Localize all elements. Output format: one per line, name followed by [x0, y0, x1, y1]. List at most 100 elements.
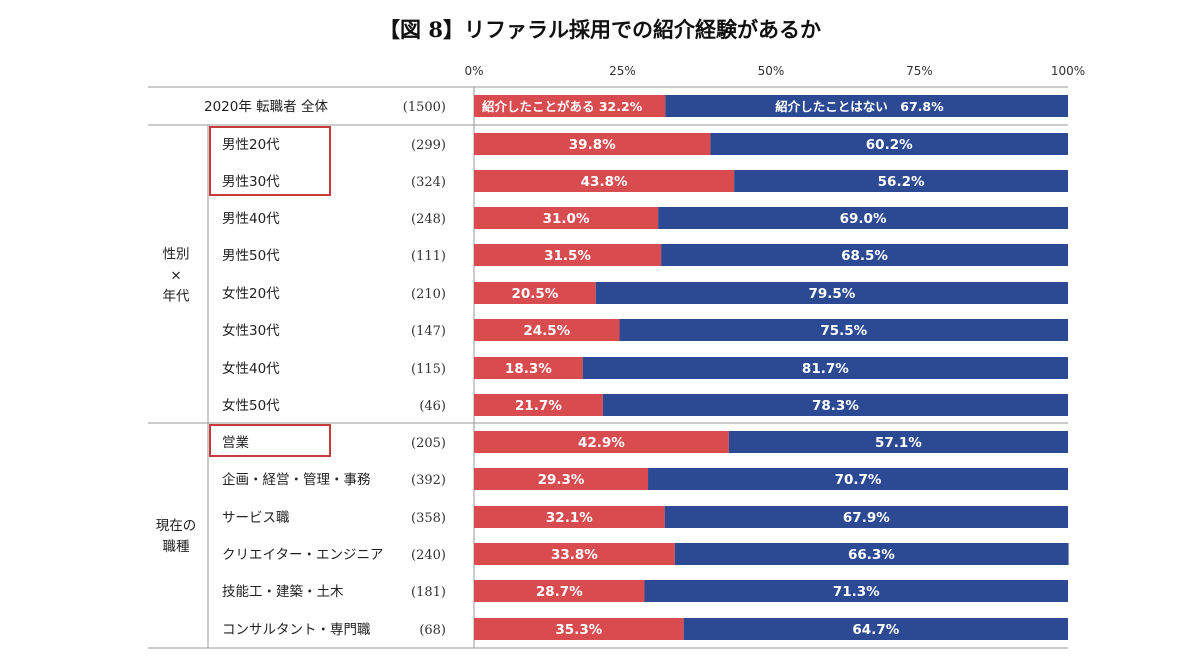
bar-introduced — [474, 618, 684, 640]
bar-value-label: 68.5% — [841, 248, 888, 264]
bar-not-introduced — [648, 468, 1068, 490]
sample-count: (68) — [419, 623, 446, 638]
sample-count: (46) — [419, 399, 446, 414]
bar-not-introduced — [644, 580, 1068, 602]
row-label: 女性40代 — [222, 360, 280, 377]
bar-value-label: 33.8% — [551, 547, 598, 563]
x-tick-label: 75% — [906, 64, 933, 78]
bar-introduced — [474, 319, 620, 341]
bar-value-label: 78.3% — [812, 398, 859, 414]
x-tick-label: 100% — [1051, 64, 1085, 78]
row-label: 女性20代 — [222, 285, 280, 302]
row-label: 男性30代 — [222, 174, 280, 190]
bar-introduced — [474, 207, 659, 229]
bar-not-introduced — [661, 244, 1068, 266]
bar-value-label: 35.3% — [555, 622, 602, 638]
row-label: 男性40代 — [222, 211, 280, 227]
x-tick-label: 25% — [609, 64, 636, 78]
bar-value-label: 29.3% — [538, 472, 585, 488]
bar-introduced — [474, 133, 711, 155]
bar-value-label: 紹介したことがある 32.2% — [482, 99, 643, 114]
sample-count: (111) — [411, 249, 446, 264]
row-label: 男性20代 — [222, 137, 280, 153]
row-label: クリエイター・エンジニア — [222, 547, 383, 563]
row-label: 技能工・建築・土木 — [222, 584, 344, 600]
bar-introduced — [474, 431, 729, 453]
bar-value-label: 42.9% — [578, 435, 625, 451]
bar-introduced — [474, 468, 649, 490]
sample-count: (248) — [411, 212, 446, 227]
bar-not-introduced — [734, 170, 1068, 192]
bar-not-introduced — [664, 506, 1068, 528]
bar-value-label: 71.3% — [833, 584, 880, 600]
bar-introduced — [474, 170, 735, 192]
row-label: コンサルタント・専門職 — [222, 622, 371, 638]
row-label: 2020年 転職者 全体 — [204, 98, 328, 115]
bar-introduced — [474, 543, 675, 565]
bar-introduced — [474, 506, 665, 528]
group-label: 現在の — [156, 518, 197, 534]
bar-introduced — [474, 394, 603, 416]
bar-not-introduced — [658, 207, 1068, 229]
group-label: 職種 — [163, 539, 190, 555]
sample-count: (324) — [411, 175, 446, 190]
bar-value-label: 31.5% — [544, 248, 591, 264]
bar-not-introduced — [602, 394, 1068, 416]
bar-not-introduced — [619, 319, 1068, 341]
bar-value-label: 56.2% — [878, 174, 925, 190]
bar-not-introduced — [595, 282, 1068, 304]
group-label: × — [170, 268, 181, 284]
sample-count: (299) — [411, 138, 446, 153]
highlight-box — [209, 126, 331, 196]
bar-value-label: 57.1% — [875, 435, 922, 451]
bar-introduced — [474, 580, 645, 602]
bar-value-label: 66.3% — [848, 547, 895, 563]
bar-introduced — [474, 95, 666, 117]
bar-value-label: 67.9% — [843, 510, 890, 526]
bar-value-label: 64.7% — [852, 622, 899, 638]
sample-count: (205) — [411, 436, 446, 451]
bar-value-label: 21.7% — [515, 398, 562, 414]
bar-introduced — [474, 357, 583, 379]
bar-value-label: 18.3% — [505, 361, 552, 377]
row-label: 女性30代 — [222, 322, 280, 339]
group-label: 性別 — [163, 247, 190, 263]
row-label: サービス職 — [222, 510, 290, 526]
bar-value-label: 79.5% — [808, 286, 855, 302]
sample-count: (240) — [411, 548, 446, 563]
bar-value-label: 24.5% — [523, 323, 570, 339]
bar-value-label: 紹介したことはない 67.8% — [775, 99, 944, 114]
chart-title: 【図 8】リファラル採用での紹介経験があるか — [379, 17, 821, 42]
bar-not-introduced — [710, 133, 1068, 155]
bar-value-label: 20.5% — [511, 286, 558, 302]
bar-not-introduced — [683, 618, 1068, 640]
highlight-box — [209, 424, 331, 457]
x-tick-label: 50% — [758, 64, 785, 78]
bar-value-label: 31.0% — [543, 211, 590, 227]
row-label: 企画・経営・管理・事務 — [222, 471, 371, 488]
bar-not-introduced — [582, 357, 1068, 379]
sample-count: (1500) — [403, 100, 446, 115]
group-label: 年代 — [163, 289, 190, 305]
bar-value-label: 32.1% — [546, 510, 593, 526]
row-label: 男性50代 — [222, 248, 280, 264]
sample-count: (210) — [411, 287, 446, 302]
x-tick-label: 0% — [464, 64, 483, 78]
bar-value-label: 60.2% — [866, 137, 913, 153]
row-label: 営業 — [222, 435, 249, 451]
bar-value-label: 75.5% — [820, 323, 867, 339]
bar-value-label: 70.7% — [835, 472, 882, 488]
bar-not-introduced — [665, 95, 1068, 117]
row-label: 女性50代 — [222, 397, 280, 414]
bar-introduced — [474, 244, 662, 266]
bar-value-label: 39.8% — [569, 137, 616, 153]
bar-value-label: 28.7% — [536, 584, 583, 600]
bar-introduced — [474, 282, 596, 304]
bar-value-label: 69.0% — [840, 211, 887, 227]
sample-count: (358) — [411, 511, 446, 526]
sample-count: (392) — [411, 473, 446, 488]
bar-not-introduced — [728, 431, 1068, 453]
bar-not-introduced — [674, 543, 1069, 565]
bar-value-label: 81.7% — [802, 361, 849, 377]
